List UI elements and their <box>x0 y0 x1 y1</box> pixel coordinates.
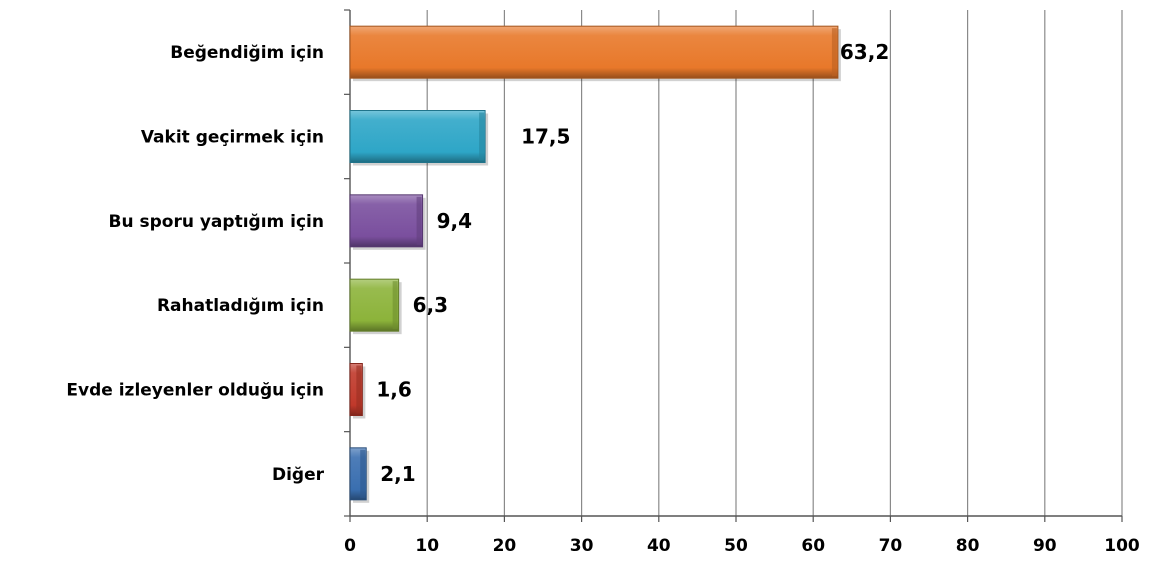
x-tick-label: 90 <box>1033 536 1057 556</box>
bar-bevel <box>831 28 837 77</box>
bar-bevel <box>479 112 485 161</box>
category-label: Bu sporu yaptığım için <box>109 212 325 232</box>
bar <box>349 194 424 248</box>
bar-bevel <box>416 196 422 245</box>
category-label: Vakit geçirmek için <box>141 128 324 148</box>
x-tick-label: 30 <box>570 536 594 556</box>
category-label: Rahatladığım için <box>157 296 324 316</box>
data-label: 63,2 <box>840 40 889 64</box>
data-label: 2,1 <box>380 462 415 486</box>
bar-bevel <box>392 281 398 330</box>
bar <box>349 110 486 163</box>
bar-bevel <box>356 365 362 414</box>
x-tick-label: 60 <box>801 536 825 556</box>
x-tick-label: 40 <box>647 536 671 556</box>
category-label: Beğendiğim için <box>170 43 324 63</box>
x-tick-label: 70 <box>879 536 903 556</box>
x-tick-label: 100 <box>1104 536 1140 556</box>
grid-lines <box>426 10 1123 516</box>
data-label: 17,5 <box>521 125 570 149</box>
data-label: 1,6 <box>376 378 411 402</box>
category-label: Evde izleyenler olduğu için <box>66 381 324 401</box>
data-label: 6,3 <box>413 293 448 317</box>
x-tick-label: 10 <box>415 536 439 556</box>
bar-bevel <box>360 449 366 498</box>
x-tick-label: 0 <box>344 536 356 556</box>
bar <box>349 25 839 79</box>
category-label: Diğer <box>272 465 325 485</box>
axes: 0 10 20 30 40 50 60 70 80 90 100 <box>344 9 1140 556</box>
x-tick-label: 80 <box>956 536 980 556</box>
x-tick-label: 20 <box>493 536 517 556</box>
x-tick-label: 50 <box>724 536 748 556</box>
data-label: 9,4 <box>437 209 472 233</box>
bars <box>349 25 841 503</box>
labels: Beğendiğim için 63,2 Vakit geçirmek için 17… <box>66 40 889 486</box>
bar <box>349 278 400 332</box>
